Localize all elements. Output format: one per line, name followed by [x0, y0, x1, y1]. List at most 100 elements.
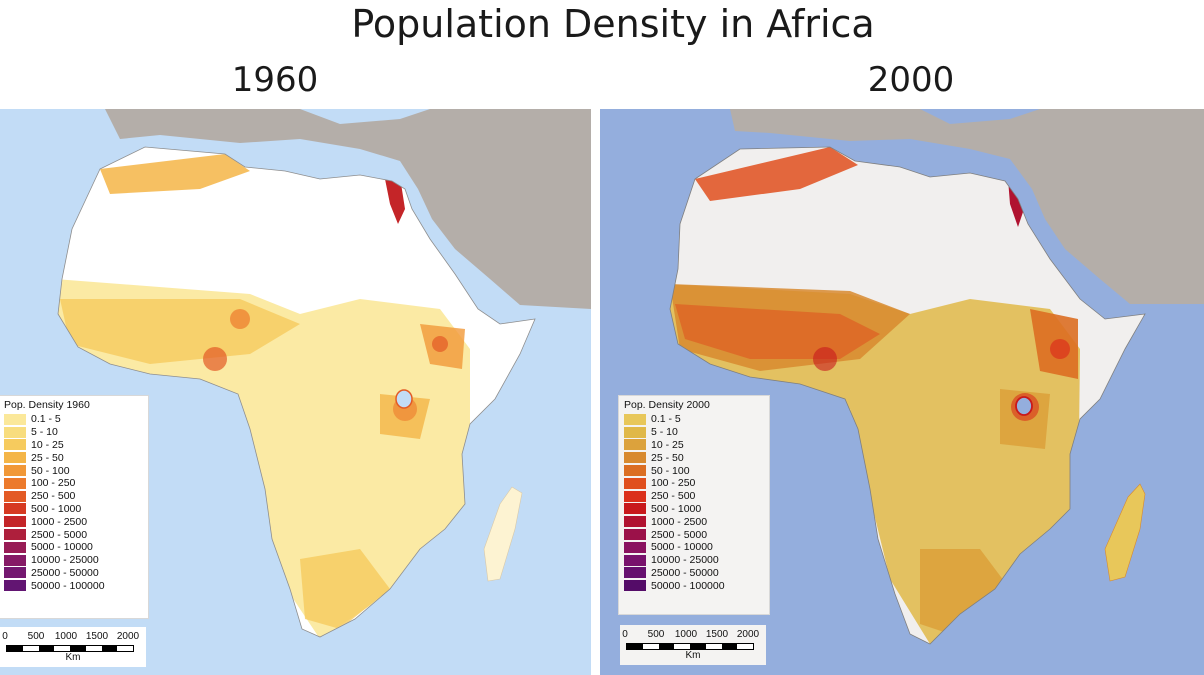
scale-bar-1960: 0 500 1000 1500 2000 Km — [0, 627, 146, 667]
legend-swatch — [624, 452, 646, 464]
legend-swatch — [624, 490, 646, 502]
legend-swatch — [624, 529, 646, 541]
legend-label: 0.1 - 5 — [651, 413, 681, 426]
legend-item: 25000 - 50000 — [624, 567, 769, 580]
legend-label: 100 - 250 — [31, 477, 76, 490]
legend-swatch — [4, 465, 26, 477]
legend-swatch — [624, 554, 646, 566]
eurasia-landmass — [105, 109, 591, 309]
legend-item: 10 - 25 — [624, 439, 769, 452]
legend-swatch — [624, 580, 646, 592]
legend-swatch — [624, 567, 646, 579]
legend-label: 100 - 250 — [651, 477, 696, 490]
legend-item: 250 - 500 — [4, 490, 148, 503]
legend-label: 10 - 25 — [651, 438, 684, 451]
legend-item: 25000 - 50000 — [4, 567, 148, 580]
scale-tick: 500 — [647, 629, 665, 640]
legend-label: 25 - 50 — [31, 451, 64, 464]
legend-swatch — [624, 413, 646, 425]
legend-item: 0.1 - 5 — [624, 413, 769, 426]
legend-label: 5 - 10 — [31, 426, 58, 439]
scale-tick: 1500 — [705, 629, 729, 640]
legend-swatch — [4, 452, 26, 464]
legend-label: 25000 - 50000 — [31, 566, 99, 579]
legend-swatch — [4, 413, 26, 425]
legend-label: 1000 - 2500 — [651, 515, 708, 528]
legend-label: 10 - 25 — [31, 438, 64, 451]
legend-item: 5 - 10 — [4, 426, 148, 439]
legend-item: 5000 - 10000 — [624, 541, 769, 554]
legend-label: 25000 - 50000 — [651, 566, 719, 579]
legend-swatch — [4, 554, 26, 566]
legend-item: 10000 - 25000 — [624, 554, 769, 567]
legend-item: 100 - 250 — [624, 477, 769, 490]
legend-swatch — [4, 580, 26, 592]
lake-victoria — [1015, 396, 1033, 416]
scale-tick: 0 — [2, 631, 8, 642]
legend-label: 2500 - 5000 — [651, 528, 708, 541]
legend-label: 5 - 10 — [651, 426, 678, 439]
legend-label: 50 - 100 — [651, 464, 690, 477]
legend-label: 0.1 - 5 — [31, 413, 61, 426]
eurasia-landmass — [730, 109, 1204, 304]
legend-item: 10 - 25 — [4, 439, 148, 452]
legend-label: 500 - 1000 — [31, 502, 82, 515]
scale-tick: 500 — [27, 631, 45, 642]
legend-swatch — [624, 516, 646, 528]
legend-label: 5000 - 10000 — [651, 541, 713, 554]
legend-swatch — [624, 541, 646, 553]
legend-label: 250 - 500 — [651, 490, 696, 503]
scale-graphic — [626, 643, 754, 650]
legend-item: 50000 - 100000 — [624, 579, 769, 592]
legend-swatch — [4, 503, 26, 515]
legend-item: 25 - 50 — [624, 451, 769, 464]
scale-tick: 1000 — [54, 631, 78, 642]
legend-label: 2500 - 5000 — [31, 528, 88, 541]
lake-victoria — [395, 389, 413, 409]
legend-swatch — [4, 477, 26, 489]
legend-swatch — [4, 439, 26, 451]
legend-label: 500 - 1000 — [651, 502, 702, 515]
legend-item: 0.1 - 5 — [4, 413, 148, 426]
panel-year-1960: 1960 — [231, 60, 319, 100]
legend-title: Pop. Density 2000 — [624, 399, 710, 411]
legend-swatch — [4, 529, 26, 541]
legend-label: 25 - 50 — [651, 451, 684, 464]
legend-item: 50 - 100 — [624, 464, 769, 477]
legend-swatch — [624, 426, 646, 438]
scale-tick: 2000 — [116, 631, 140, 642]
legend-item: 50000 - 100000 — [4, 579, 148, 592]
scale-tick: 0 — [622, 629, 628, 640]
legend-item: 5000 - 10000 — [4, 541, 148, 554]
legend-swatch — [4, 541, 26, 553]
scale-tick: 1500 — [85, 631, 109, 642]
scale-units: Km — [685, 650, 701, 661]
legend-item: 5 - 10 — [624, 426, 769, 439]
legend-swatch — [4, 490, 26, 502]
legend-swatch — [624, 503, 646, 515]
scale-bar-2000: 0 500 1000 1500 2000 Km — [620, 625, 766, 665]
scale-ticks: 0 500 1000 1500 2000 — [0, 631, 146, 643]
legend-swatch — [624, 439, 646, 451]
density-overlay — [670, 147, 1080, 644]
scale-units: Km — [65, 652, 81, 663]
legend-swatch — [624, 477, 646, 489]
legend-item: 250 - 500 — [624, 490, 769, 503]
legend-swatch — [4, 567, 26, 579]
legend-item: 2500 - 5000 — [4, 528, 148, 541]
legend-item: 1000 - 2500 — [624, 515, 769, 528]
legend-swatch — [4, 516, 26, 528]
map-title: Population Density in Africa — [351, 2, 875, 46]
legend-label: 5000 - 10000 — [31, 541, 93, 554]
legend-label: 10000 - 25000 — [31, 554, 99, 567]
madagascar — [1104, 483, 1146, 582]
legend-label: 50 - 100 — [31, 464, 70, 477]
legend-item: 10000 - 25000 — [4, 554, 148, 567]
legend-swatch — [624, 465, 646, 477]
scale-tick: 2000 — [736, 629, 760, 640]
legend-item: 500 - 1000 — [624, 503, 769, 516]
